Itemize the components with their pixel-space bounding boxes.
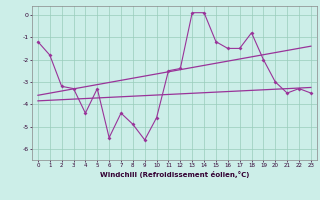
X-axis label: Windchill (Refroidissement éolien,°C): Windchill (Refroidissement éolien,°C) <box>100 171 249 178</box>
